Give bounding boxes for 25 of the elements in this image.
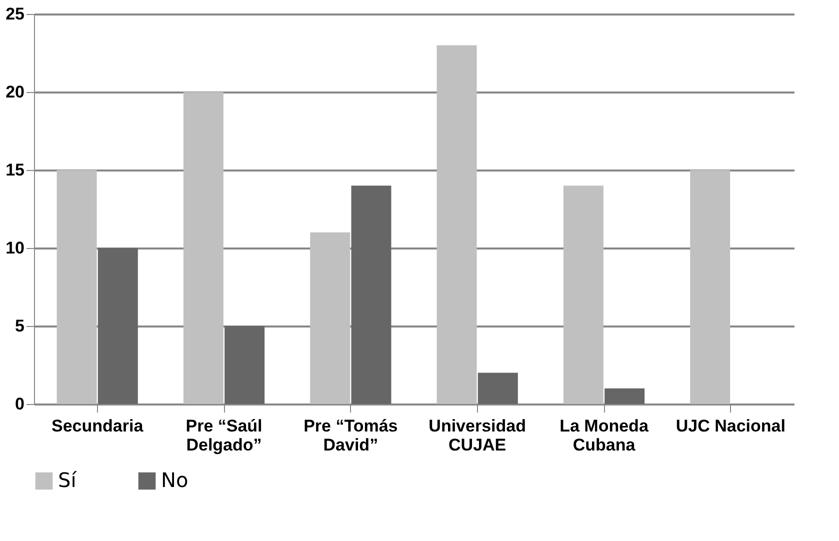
y-tick-label: 10	[6, 238, 24, 258]
bar	[98, 248, 138, 404]
legend-label: No	[161, 468, 188, 492]
x-tick-label: Pre “Tomás David”	[304, 416, 398, 454]
x-tick-label: La Moneda Cubana	[560, 416, 649, 454]
bar	[310, 232, 350, 404]
x-tick-label: Pre “Saúl Delgado”	[186, 416, 262, 454]
bar	[690, 170, 730, 404]
bar	[563, 186, 604, 404]
bar	[351, 186, 392, 404]
y-tick-label: 5	[15, 316, 24, 336]
bar	[604, 388, 645, 404]
y-tick-label: 15	[6, 160, 24, 180]
bar	[478, 372, 518, 404]
bar	[56, 170, 97, 404]
x-tick-label: UJC Nacional	[676, 416, 786, 436]
bar	[436, 45, 477, 404]
x-tick-label: Secundaria	[52, 416, 144, 436]
x-tick-label: Universidad CUJAE	[428, 416, 526, 454]
y-tick-label: 0	[15, 394, 24, 414]
y-tick-label: 20	[6, 82, 24, 102]
bar	[224, 326, 265, 404]
y-tick-label: 25	[6, 4, 24, 24]
legend-label: Sí	[58, 468, 78, 492]
bar	[183, 92, 224, 404]
